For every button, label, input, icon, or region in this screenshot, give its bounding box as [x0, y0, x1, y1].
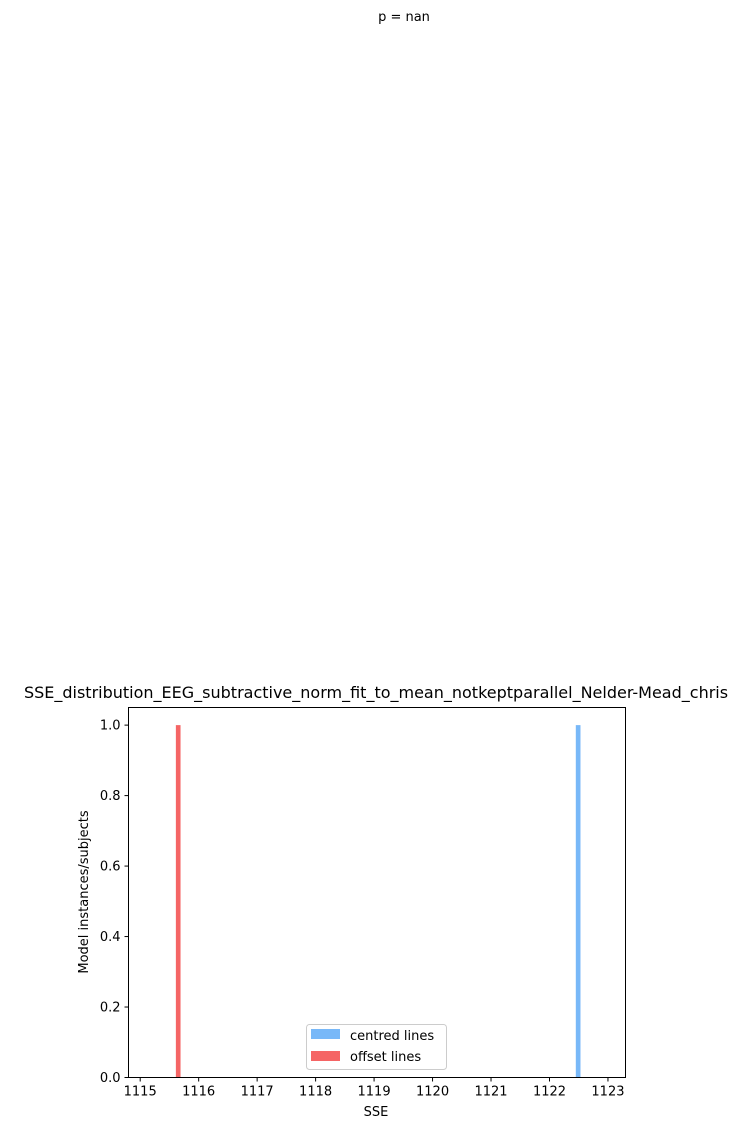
y-axis-label: Model instances/subjects [77, 810, 92, 974]
x-tick-label-2: 1117 [241, 1085, 274, 1100]
x-axis-label: SSE [364, 1105, 389, 1120]
x-tick-label-5: 1120 [416, 1085, 449, 1100]
bar-offset-lines-0 [175, 725, 181, 1078]
x-axis: 1115 1116 1117 1118 1119 1120 1121 1122 1123 [124, 1077, 625, 1100]
x-tick-label-4: 1119 [358, 1085, 391, 1100]
legend-label-centred: centred lines [350, 1029, 434, 1044]
x-tick-label-0: 1115 [124, 1085, 157, 1100]
x-tick-label-1: 1116 [182, 1085, 215, 1100]
legend-label-offset: offset lines [350, 1050, 421, 1065]
y-axis: 0.0 0.2 0.4 0.6 0.8 1.0 [100, 719, 129, 1086]
bars-layer [175, 725, 581, 1078]
bar-centred-lines-0 [575, 725, 581, 1078]
figure-suptitle: p = nan [378, 10, 430, 25]
y-tick-label-2: 0.4 [100, 930, 121, 945]
y-tick-label-4: 0.8 [100, 789, 121, 804]
chart-title: SSE_distribution_EEG_subtractive_norm_fi… [24, 683, 728, 703]
x-tick-label-7: 1122 [533, 1085, 566, 1100]
legend-swatch-centred [311, 1029, 340, 1039]
x-tick-label-6: 1121 [474, 1085, 507, 1100]
y-tick-label-5: 1.0 [100, 719, 121, 734]
legend: centred lines offset lines [306, 1024, 447, 1070]
legend-swatch-offset [311, 1051, 340, 1061]
y-tick-label-3: 0.6 [100, 860, 121, 875]
legend-box [306, 1024, 447, 1070]
y-tick-label-1: 0.2 [100, 1001, 121, 1016]
y-tick-label-0: 0.0 [100, 1071, 121, 1086]
plot-frame [128, 707, 626, 1078]
x-tick-label-8: 1123 [591, 1085, 624, 1100]
x-tick-label-3: 1118 [299, 1085, 332, 1100]
